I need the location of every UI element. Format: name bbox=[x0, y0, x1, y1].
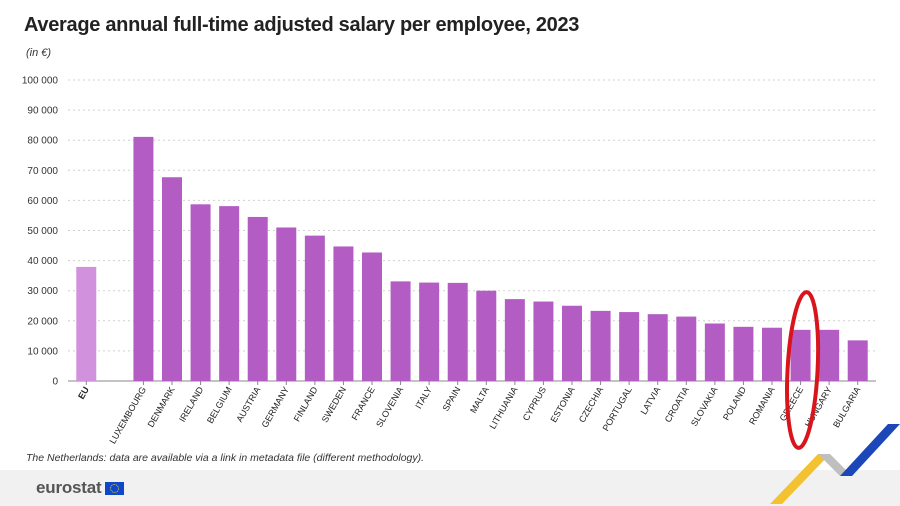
y-tick-label: 100 000 bbox=[22, 76, 59, 87]
x-tick-label: LUXEMBOURG bbox=[107, 385, 148, 445]
x-tick-label: GERMANY bbox=[260, 385, 291, 429]
y-tick-label: 30 000 bbox=[27, 286, 58, 297]
bar bbox=[819, 329, 840, 381]
bar bbox=[647, 314, 668, 381]
x-tick-label: FRANCE bbox=[350, 385, 377, 422]
y-tick-label: 60 000 bbox=[27, 196, 58, 207]
decorative-chevron-icon bbox=[770, 424, 900, 504]
eu-flag-icon bbox=[105, 481, 125, 495]
unit-label: (in €) bbox=[26, 47, 52, 59]
x-tick-label: POLAND bbox=[721, 385, 748, 422]
bar bbox=[847, 340, 868, 381]
x-tick-label: MALTA bbox=[468, 385, 491, 415]
bar bbox=[447, 282, 468, 381]
x-tick-label: LITHUANIA bbox=[487, 385, 519, 431]
bar bbox=[562, 305, 582, 381]
bar bbox=[162, 177, 182, 381]
bar bbox=[704, 323, 725, 381]
bar bbox=[733, 326, 754, 381]
y-tick-label: 10 000 bbox=[27, 346, 58, 357]
y-tick-label: 80 000 bbox=[27, 136, 58, 147]
bar bbox=[304, 235, 325, 381]
bar-chart: 0 10 000 20 000 30 000 40 000 50 000 60 000 70 … bbox=[22, 76, 876, 450]
bar bbox=[362, 252, 382, 381]
bar bbox=[619, 312, 640, 381]
x-tick-label: SPAIN bbox=[441, 385, 463, 413]
x-tick-label: SWEDEN bbox=[320, 385, 348, 424]
chart-title: Average annual full-time adjusted salary… bbox=[24, 14, 580, 36]
x-tick-label: BELGIUM bbox=[205, 385, 234, 425]
bar bbox=[76, 266, 97, 381]
x-tick-label: PORTUGAL bbox=[601, 385, 634, 433]
x-tick-label: CROATIA bbox=[663, 385, 691, 424]
x-tick-label: SLOVAKIA bbox=[689, 385, 720, 428]
highlight-ellipse bbox=[785, 290, 821, 450]
bar bbox=[676, 316, 697, 381]
y-tick-label: 0 bbox=[52, 377, 58, 388]
bar bbox=[762, 327, 782, 381]
logo-text: eurostat bbox=[36, 478, 102, 497]
x-tick-label: LATVIA bbox=[639, 385, 663, 416]
bar bbox=[276, 227, 297, 381]
bar bbox=[247, 216, 268, 381]
x-tick-label: DENMARK bbox=[146, 385, 177, 429]
bar bbox=[590, 310, 611, 381]
x-tick-label: IRELAND bbox=[177, 385, 205, 424]
y-tick-label: 70 000 bbox=[27, 166, 58, 177]
y-tick-label: 20 000 bbox=[27, 316, 58, 327]
bar bbox=[190, 204, 211, 381]
bar bbox=[390, 281, 411, 381]
x-tick-label: SLOVENIA bbox=[374, 385, 405, 429]
bar bbox=[790, 329, 811, 381]
bar bbox=[333, 246, 354, 381]
bar bbox=[133, 136, 154, 381]
x-tick-label: ESTONIA bbox=[548, 385, 576, 424]
bar bbox=[219, 206, 240, 381]
x-tick-label: ITALY bbox=[413, 385, 434, 411]
footnote: The Netherlands: data are available via … bbox=[26, 452, 425, 464]
x-tick-label: CYPRUS bbox=[521, 385, 548, 422]
bar bbox=[419, 282, 440, 381]
y-tick-label: 50 000 bbox=[27, 226, 58, 237]
footer-band bbox=[0, 470, 900, 506]
x-tick-label: AUSTRIA bbox=[234, 385, 262, 424]
eurostat-logo: eurostat bbox=[36, 478, 125, 498]
x-tick-label: CZECHIA bbox=[577, 385, 605, 424]
y-tick-label: 40 000 bbox=[27, 256, 58, 267]
bar bbox=[476, 290, 497, 381]
x-tick-label: FINLAND bbox=[292, 385, 320, 424]
x-tick-label: EU bbox=[76, 385, 91, 401]
y-tick-label: 90 000 bbox=[27, 106, 58, 117]
bar bbox=[533, 301, 554, 381]
bar bbox=[504, 299, 525, 381]
